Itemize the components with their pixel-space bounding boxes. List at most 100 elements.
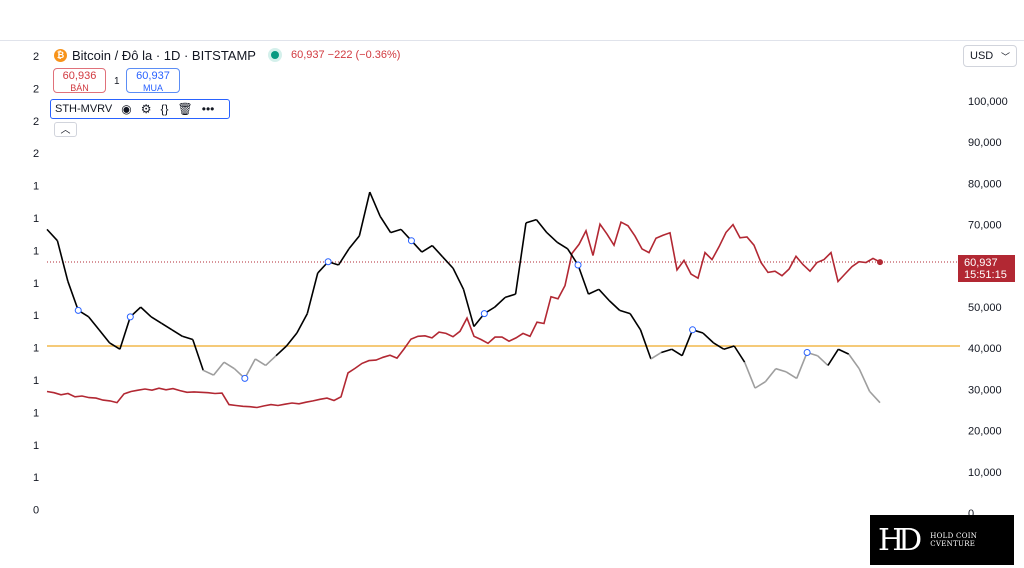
ratio-segment [192,339,204,371]
watermark-logo: HD HOLD COIN CVENTURE [870,515,1014,565]
right-axis-tick: 80,000 [968,178,1002,190]
left-axis-tick: 1 [33,310,39,322]
currency-select[interactable]: USD ﹀ [963,45,1017,67]
ratio-marker [126,313,134,321]
chevron-down-icon: ﹀ [1000,52,1010,62]
ratio-segment [67,280,79,311]
ratio-segment [546,232,558,243]
left-axis-tick: 1 [33,245,39,257]
ratio-segment [712,342,725,350]
ratio-segment [46,228,59,242]
buy-button[interactable]: 60,937 MUA [126,68,180,93]
left-axis-tick: 1 [33,472,39,484]
ratio-segment [254,358,267,367]
last-price-dot [877,259,883,266]
right-axis-tick: 30,000 [968,384,1002,396]
ratio-segment [733,345,746,363]
ratio-segment [265,355,277,367]
right-axis-tick: 50,000 [968,302,1002,314]
braces-icon[interactable]: {} [160,102,169,116]
ratio-segment [390,228,402,234]
sell-price: 60,936 [62,70,97,82]
ratio-segment [764,368,777,383]
ratio-segment [212,361,225,376]
ratio-segment [556,241,569,250]
left-axis-tick: 1 [33,407,39,419]
gear-icon[interactable]: ⚙ [140,102,152,116]
ratio-segment [754,380,766,389]
more-icon[interactable]: ••• [201,102,215,116]
last-price-tag: 60,937 15:51:15 [958,255,1015,282]
ratio-segment [514,222,527,295]
ratio-segment [285,332,298,347]
ratio-segment [348,235,360,250]
indicator-name: STH-MVRV [55,103,113,115]
ratio-segment [88,316,100,331]
ratio-segment [588,288,600,295]
logo-mark-icon: HD [878,522,922,558]
chevron-up-icon: ︿ [60,125,71,136]
logo-text: HOLD COIN CVENTURE [930,532,978,548]
market-status-icon [270,51,279,59]
ratio-segment [504,293,516,299]
ratio-segment [629,313,642,331]
ratio-segment [337,248,350,266]
countdown: 15:51:15 [964,269,1007,281]
symbol-title: Bitcoin / Đô la · 1D · BITSTAMP [72,47,256,63]
ratio-segment [858,368,871,392]
indicator-legend[interactable]: STH-MVRV ◉ ⚙ {} 🗑 ••• [50,99,230,119]
price-series-line [46,220,881,409]
ratio-segment [109,342,121,350]
ratio-segment [442,256,454,269]
ratio-segment [681,329,694,357]
buy-label: MUA [143,83,163,93]
currency-label: USD [970,50,994,62]
ratio-segment [775,367,787,373]
eye-icon[interactable]: ◉ [121,102,132,116]
price-change: 60,937 −222 (−0.36%) [290,49,401,61]
ratio-segment [202,369,214,376]
ratio-segment [161,322,173,331]
spread-value: 1 [114,76,120,87]
trash-icon[interactable]: 🗑 [177,102,193,116]
ratio-marker [241,374,249,382]
ratio-segment [608,300,621,311]
ratio-segment [525,218,537,224]
ratio-marker [803,348,811,356]
ratio-segment [494,296,506,308]
right-axis-tick: 10,000 [968,467,1002,479]
ratio-segment [140,306,152,318]
left-axis-tick: 2 [33,51,39,63]
right-axis-tick: 20,000 [968,426,1002,438]
left-axis-tick: 2 [33,83,39,95]
ratio-segment [369,191,381,217]
ratio-segment [827,348,840,366]
ratio-segment [838,348,850,355]
ratio-segment [723,345,735,351]
ratio-segment [785,371,798,380]
ratio-segment [182,335,194,341]
ratio-segment [379,215,392,234]
sell-button[interactable]: 60,936 BÁN [53,68,106,93]
buy-price: 60,937 [136,70,170,82]
left-axis-tick: 1 [33,375,39,387]
ratio-marker [324,258,332,266]
left-axis-tick: 0 [33,505,39,517]
ratio-segment [795,352,808,379]
collapse-button[interactable]: ︿ [54,122,77,137]
ratio-segment [848,353,860,370]
ratio-series-line [46,191,881,404]
last-price-value: 60,937 [964,257,998,269]
ratio-segment [535,219,548,234]
ratio-segment [244,358,256,379]
ratio-segment [650,351,662,360]
right-axis-tick: 0 [968,508,974,520]
ratio-marker [74,306,82,314]
right-axis-tick: 70,000 [968,220,1002,232]
ratio-segment [431,245,444,258]
ratio-segment [462,289,475,327]
symbol-header[interactable]: ₿ Bitcoin / Đô la · 1D · BITSTAMP 60,937… [54,46,400,64]
chart-frame [0,40,1024,529]
bitcoin-icon: ₿ [54,48,67,62]
ratio-segment [639,329,652,360]
